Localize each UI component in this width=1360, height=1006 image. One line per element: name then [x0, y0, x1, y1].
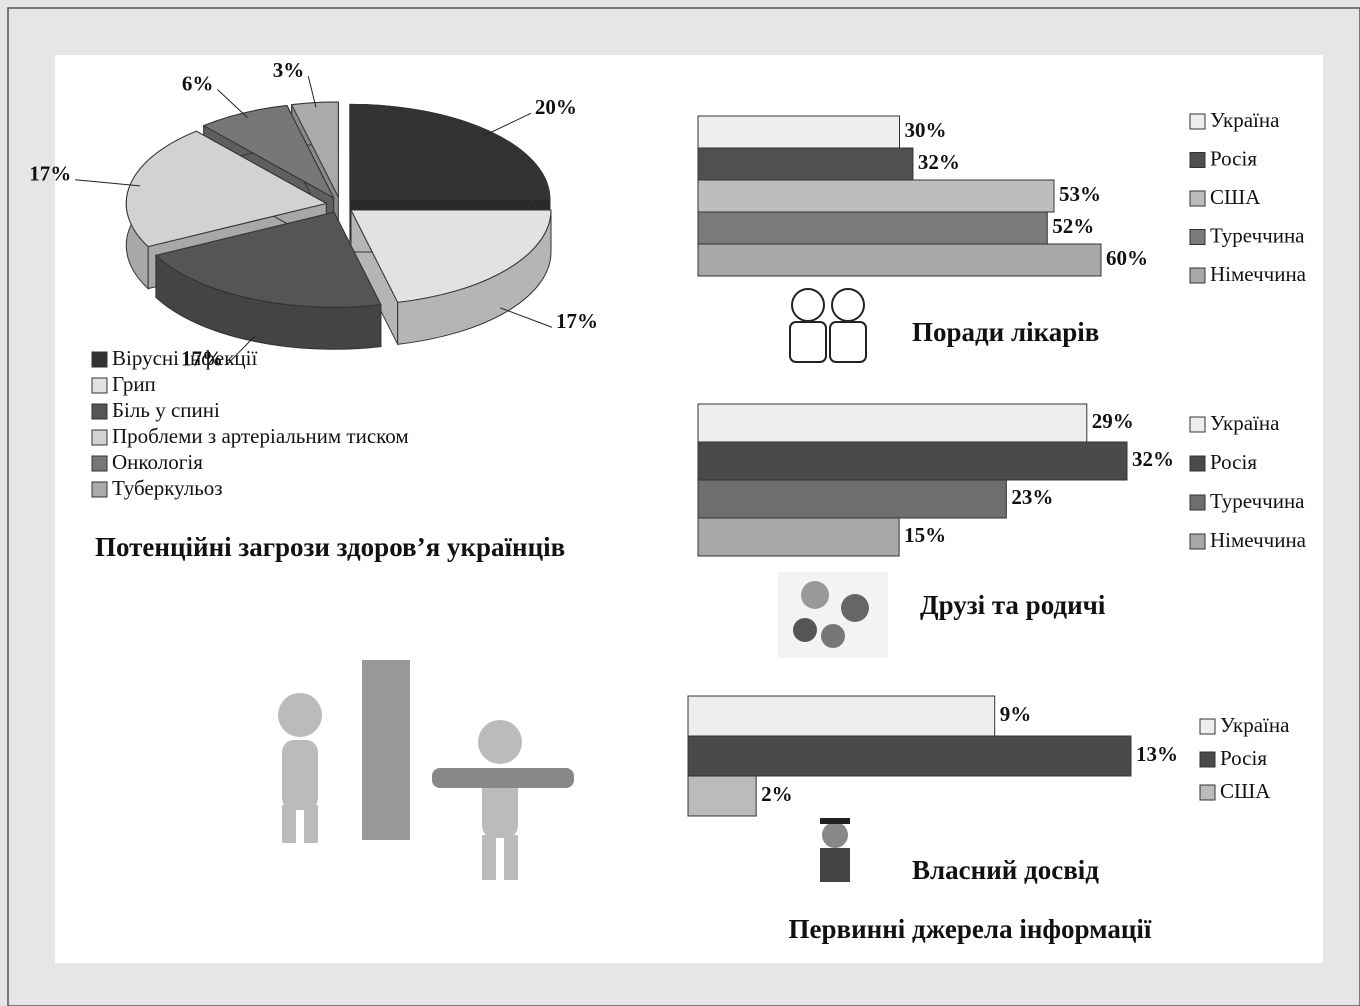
- legend-swatch: [92, 482, 107, 497]
- value-label: 32%: [918, 150, 960, 174]
- legend-label: Україна: [1210, 411, 1280, 435]
- legend-swatch: [92, 352, 107, 367]
- legend-swatch: [1200, 785, 1215, 800]
- value-label: 6%: [182, 71, 214, 95]
- chart-title: Друзі та родичі: [920, 590, 1106, 620]
- family-icon: [778, 572, 888, 658]
- legend-label: Біль у спині: [112, 398, 220, 422]
- value-label: 15%: [904, 523, 946, 547]
- legend-label: Росія: [1210, 450, 1257, 474]
- legend-label: Грип: [112, 372, 156, 396]
- bar: [688, 776, 756, 816]
- legend-label: Онкологія: [112, 450, 203, 474]
- value-label: 9%: [1000, 702, 1032, 726]
- value-label: 52%: [1052, 214, 1094, 238]
- legend-label: Проблеми з артеріальним тиском: [112, 424, 409, 448]
- legend-swatch: [92, 404, 107, 419]
- legend-label: Туберкульоз: [112, 476, 223, 500]
- value-label: 60%: [1106, 246, 1148, 270]
- legend-swatch: [1190, 191, 1205, 206]
- bar: [698, 442, 1127, 480]
- legend-swatch: [1190, 230, 1205, 245]
- legend-swatch: [1190, 534, 1205, 549]
- legend-label: Туреччина: [1210, 223, 1305, 247]
- infographic: Первинні джерела інформації Потенційні з…: [0, 0, 1360, 1006]
- legend-swatch: [92, 456, 107, 471]
- legend-label: Україна: [1210, 108, 1280, 132]
- legend-swatch: [1190, 114, 1205, 129]
- value-label: 53%: [1059, 182, 1101, 206]
- value-label: 2%: [761, 782, 793, 806]
- legend-label: Росія: [1220, 746, 1267, 770]
- legend-label: Росія: [1210, 146, 1257, 170]
- scholar-icon: [820, 818, 850, 882]
- legend-label: Україна: [1220, 713, 1290, 737]
- bar: [698, 518, 899, 556]
- value-label: 32%: [1132, 447, 1174, 471]
- chart-title: Поради лікарів: [912, 317, 1099, 347]
- legend-label: Вірусні інфекції: [112, 346, 257, 370]
- value-label: 17%: [29, 162, 71, 186]
- legend-swatch: [92, 430, 107, 445]
- bar: [698, 480, 1006, 518]
- legend-swatch: [1190, 495, 1205, 510]
- value-label: 20%: [535, 95, 577, 119]
- value-label: 17%: [556, 309, 598, 333]
- bar: [698, 212, 1047, 244]
- page: Первинні джерела інформації Потенційні з…: [0, 0, 1360, 1006]
- bar: [698, 244, 1101, 276]
- bar: [698, 148, 913, 180]
- bar: [698, 404, 1087, 442]
- legend-swatch: [1190, 153, 1205, 168]
- legend-label: Туреччина: [1210, 489, 1305, 513]
- bar: [688, 696, 995, 736]
- legend-swatch: [1200, 719, 1215, 734]
- legend-swatch: [1190, 268, 1205, 283]
- bar: [698, 180, 1054, 212]
- value-label: 23%: [1011, 485, 1053, 509]
- legend-swatch: [92, 378, 107, 393]
- main-title: Первинні джерела інформації: [789, 914, 1152, 944]
- chart-title: Потенційні загрози здоров’я українців: [95, 532, 565, 562]
- legend-swatch: [1200, 752, 1215, 767]
- bar: [688, 736, 1131, 776]
- legend-label: США: [1220, 779, 1271, 803]
- value-label: 30%: [905, 118, 947, 142]
- legend-label: Німеччина: [1210, 528, 1307, 552]
- bar: [698, 116, 900, 148]
- legend-label: США: [1210, 185, 1261, 209]
- legend-swatch: [1190, 417, 1205, 432]
- legend-label: Німеччина: [1210, 262, 1307, 286]
- value-label: 13%: [1136, 742, 1178, 766]
- chart-title: Власний досвід: [912, 855, 1099, 885]
- value-label: 3%: [273, 58, 305, 82]
- value-label: 29%: [1092, 409, 1134, 433]
- legend-swatch: [1190, 456, 1205, 471]
